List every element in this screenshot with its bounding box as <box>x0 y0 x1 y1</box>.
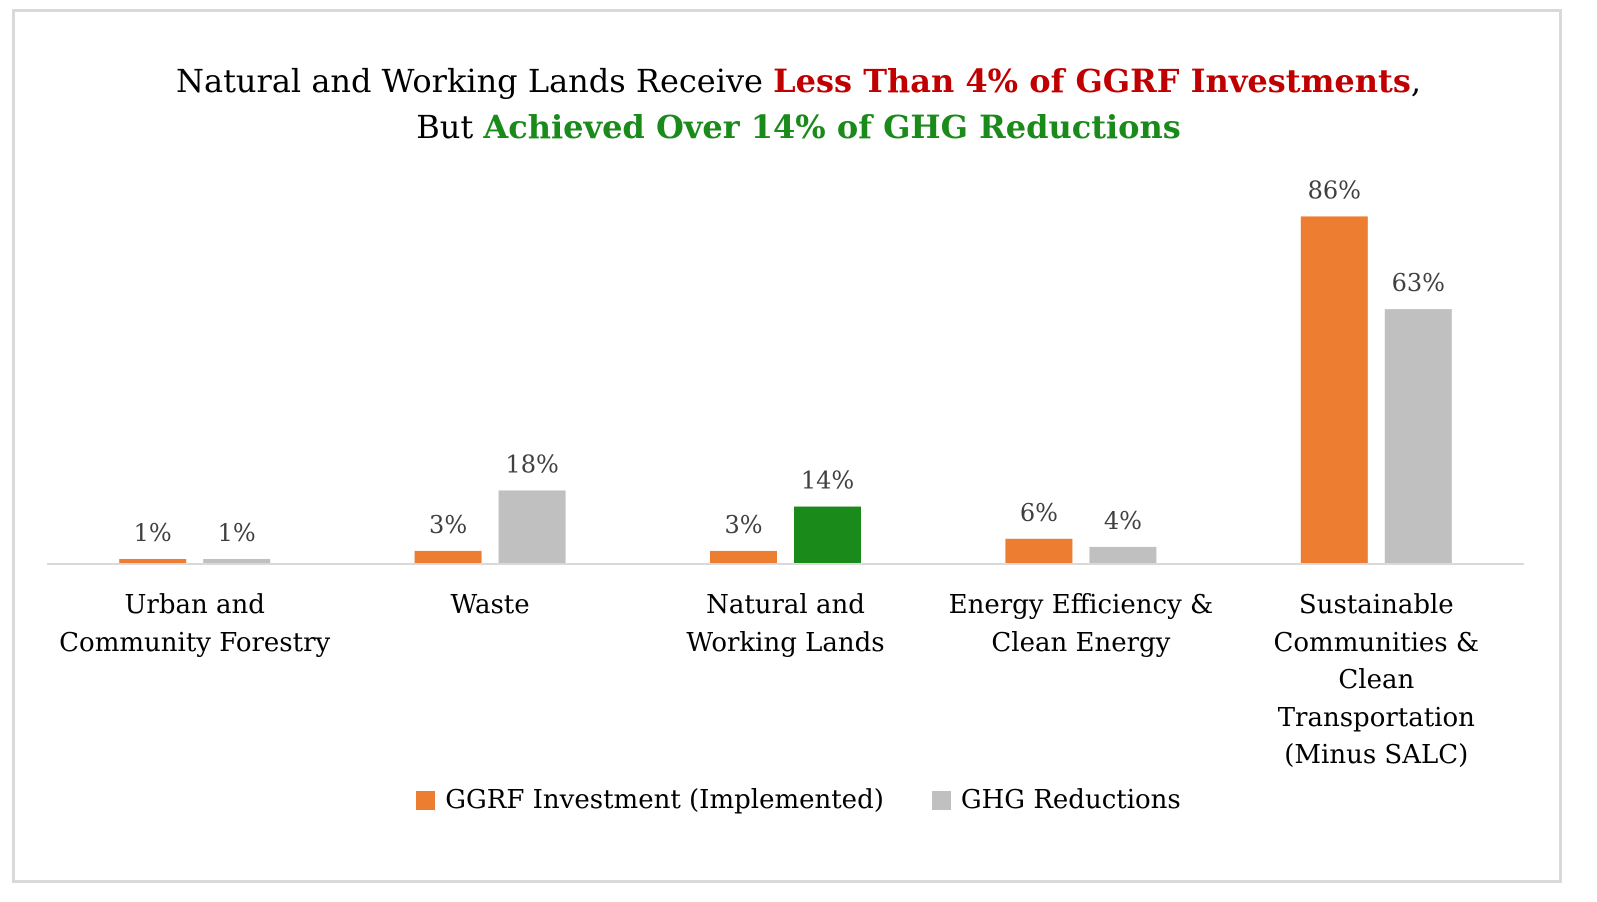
bar-investment-waste <box>414 550 482 563</box>
bar-reductions-sustainable-communities-clean-transportation-minus-salc <box>1384 309 1452 563</box>
category-label-natural-and-working-lands: Natural and Working Lands <box>686 590 885 658</box>
data-label-reductions-waste: 18% <box>505 450 558 478</box>
title-highlight-reductions: Achieved Over 14% of GHG Reductions <box>483 108 1181 146</box>
category-label-urban-and-community-forestry: Urban and Community Forestry <box>59 590 331 658</box>
legend-label-reductions: GHG Reductions <box>960 785 1181 815</box>
category-label-energy-efficiency-clean-energy: Energy Efficiency & Clean Energy <box>948 590 1214 658</box>
legend-item-investment: GGRF Investment (Implemented) <box>416 785 884 815</box>
title-line-2: But Achieved Over 14% of GHG Reductions <box>0 104 1597 150</box>
title-highlight-investments: Less Than 4% of GGRF Investments <box>773 62 1411 100</box>
data-label-investment-sustainable-communities-clean-transportation-minus-salc: 86% <box>1308 176 1361 204</box>
legend-label-investment: GGRF Investment (Implemented) <box>445 785 884 815</box>
bar-investment-energy-efficiency-clean-energy <box>1005 538 1073 563</box>
data-label-investment-energy-efficiency-clean-energy: 6% <box>1020 499 1058 527</box>
category-label-waste: Waste <box>450 590 530 620</box>
data-label-reductions-natural-and-working-lands: 14% <box>801 467 854 495</box>
legend-swatch-investment <box>416 790 436 810</box>
data-label-reductions-sustainable-communities-clean-transportation-minus-salc: 63% <box>1392 269 1445 297</box>
bar-investment-natural-and-working-lands <box>710 550 777 563</box>
legend-item-reductions: GHG Reductions <box>931 785 1181 815</box>
chart-title: Natural and Working Lands Receive Less T… <box>0 58 1597 150</box>
bar-reductions-waste <box>498 490 566 563</box>
title-line-1-prefix: Natural and Working Lands Receive <box>175 62 774 100</box>
data-label-reductions-energy-efficiency-clean-energy: 4% <box>1104 507 1142 535</box>
bar-investment-sustainable-communities-clean-transportation-minus-salc <box>1300 216 1368 564</box>
bar-investment-urban-and-community-forestry <box>119 558 187 563</box>
data-label-investment-waste: 3% <box>429 511 467 539</box>
bar-reductions-energy-efficiency-clean-energy <box>1089 546 1157 563</box>
bar-reductions-natural-and-working-lands <box>794 506 861 563</box>
category-label-sustainable-communities-clean-transportation-minus-salc: Sustainable Communities & Clean Transpor… <box>1273 590 1480 770</box>
title-line-2-prefix: But <box>416 108 484 146</box>
title-line-1: Natural and Working Lands Receive Less T… <box>0 58 1597 104</box>
data-label-investment-urban-and-community-forestry: 1% <box>134 519 172 547</box>
data-label-investment-natural-and-working-lands: 3% <box>724 511 762 539</box>
title-line-1-suffix: , <box>1410 62 1422 100</box>
legend-swatch-reductions <box>931 790 951 810</box>
data-label-reductions-urban-and-community-forestry: 1% <box>218 519 256 547</box>
bar-reductions-urban-and-community-forestry <box>203 558 271 563</box>
legend: GGRF Investment (Implemented) GHG Reduct… <box>0 785 1597 815</box>
